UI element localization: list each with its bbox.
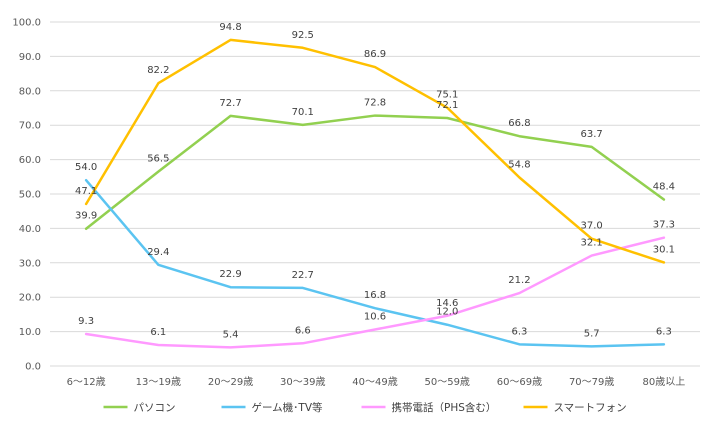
data-label: 30.1 — [653, 244, 675, 255]
legend-label: ゲーム機･TV等 — [252, 401, 324, 414]
y-tick-label: 90.0 — [19, 52, 41, 63]
data-label: 72.7 — [219, 98, 241, 109]
x-tick-label: 30～39歳 — [280, 376, 325, 388]
y-tick-label: 80.0 — [19, 86, 41, 97]
data-label: 47.1 — [75, 186, 97, 197]
data-label: 5.7 — [584, 328, 600, 339]
data-label: 37.3 — [653, 220, 675, 231]
x-tick-label: 13～19歳 — [136, 376, 181, 388]
data-label: 5.4 — [223, 329, 239, 340]
y-tick-label: 70.0 — [19, 121, 41, 132]
data-label: 29.4 — [147, 247, 169, 258]
data-label: 37.0 — [581, 221, 603, 232]
data-label: 6.6 — [295, 325, 311, 336]
legend-label: スマートフォン — [554, 402, 627, 414]
y-tick-label: 10.0 — [19, 327, 41, 338]
data-label: 86.9 — [364, 49, 386, 60]
series-line — [84, 178, 666, 348]
y-axis-ticks: 0.0 10.0 20.0 30.0 40.0 50.0 60.0 70.0 80.0 90.0 1… — [12, 18, 41, 373]
data-label: 6.1 — [150, 327, 166, 338]
data-label: 12.0 — [436, 307, 458, 318]
data-label: 56.5 — [147, 154, 169, 165]
data-label: 22.7 — [292, 270, 314, 281]
data-label: 14.6 — [436, 298, 458, 309]
x-tick-label: 20～29歳 — [208, 376, 253, 388]
data-label: 6.3 — [656, 326, 672, 337]
data-label: 9.3 — [78, 316, 94, 327]
gridlines — [50, 21, 700, 367]
series-line — [84, 38, 666, 264]
data-label: 39.9 — [75, 211, 97, 222]
x-tick-label: 40～49歳 — [352, 376, 397, 388]
data-label: 16.8 — [364, 290, 386, 301]
y-tick-label: 100.0 — [12, 18, 41, 29]
x-tick-label: 6～12歳 — [67, 376, 106, 388]
x-tick-label: 70～79歳 — [569, 376, 614, 388]
y-tick-label: 30.0 — [19, 258, 41, 269]
data-label: 75.1 — [436, 90, 458, 101]
data-label: 54.0 — [75, 162, 97, 173]
x-tick-label: 80歳以上 — [643, 376, 686, 388]
legend-label: 携帯電話（PHS含む） — [392, 401, 497, 414]
data-label: 32.1 — [581, 238, 603, 249]
series-line — [84, 236, 666, 349]
data-labels: 39.9 56.5 72.7 70.1 72.8 72.1 66.8 63.7 48.4 54.0… — [75, 22, 675, 341]
data-label: 94.8 — [219, 22, 241, 33]
y-tick-label: 40.0 — [19, 224, 41, 235]
series-lines — [84, 38, 666, 349]
data-label: 21.2 — [508, 275, 530, 286]
series-line — [84, 114, 666, 230]
legend-label: パソコン — [134, 402, 176, 414]
legend: パソコン ゲーム機･TV等 携帯電話（PHS含む） スマートフォン — [103, 401, 627, 414]
y-tick-label: 0.0 — [25, 362, 41, 373]
x-axis-ticks: 6～12歳 13～19歳 20～29歳 30～39歳 40～49歳 50～59歳 60～69… — [67, 376, 686, 388]
data-label: 22.9 — [219, 269, 241, 280]
data-label: 6.3 — [511, 326, 527, 337]
data-label: 48.4 — [653, 182, 675, 193]
y-tick-label: 20.0 — [19, 293, 41, 304]
data-label: 70.1 — [292, 107, 314, 118]
x-tick-label: 50～59歳 — [424, 376, 469, 388]
y-tick-label: 50.0 — [19, 190, 41, 201]
data-label: 10.6 — [364, 312, 386, 323]
y-tick-label: 60.0 — [19, 155, 41, 166]
x-tick-label: 60～69歳 — [497, 376, 542, 388]
data-label: 82.2 — [147, 65, 169, 76]
data-label: 66.8 — [508, 118, 530, 129]
data-label: 92.5 — [292, 30, 314, 41]
data-label: 54.8 — [508, 159, 530, 170]
data-label: 72.8 — [364, 98, 386, 109]
data-label: 63.7 — [581, 129, 603, 140]
data-label: 72.1 — [436, 100, 458, 111]
